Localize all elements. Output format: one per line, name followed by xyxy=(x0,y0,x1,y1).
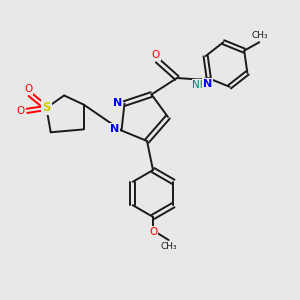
Text: O: O xyxy=(152,50,160,60)
Text: CH₃: CH₃ xyxy=(251,31,268,40)
Text: O: O xyxy=(149,227,157,237)
Text: N: N xyxy=(113,98,122,109)
Text: O: O xyxy=(16,106,24,116)
Text: O: O xyxy=(24,84,32,94)
Text: CH₃: CH₃ xyxy=(161,242,178,251)
Text: N: N xyxy=(110,124,119,134)
Text: N: N xyxy=(202,79,212,89)
Text: NH: NH xyxy=(192,80,208,90)
Text: S: S xyxy=(42,101,51,114)
